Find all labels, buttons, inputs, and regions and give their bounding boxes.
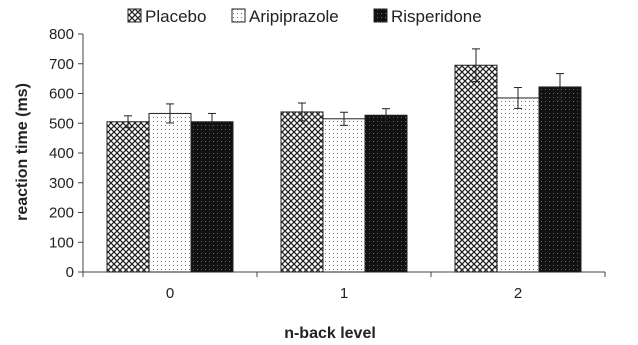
y-tick-label: 200	[49, 205, 74, 222]
y-tick-label: 100	[49, 234, 74, 251]
x-axis-title: n-back level	[284, 325, 376, 342]
x-axis: 0 1 2	[82, 271, 606, 302]
x-tick-label: 1	[340, 285, 348, 302]
bar	[280, 111, 324, 273]
y-tick-label: 700	[49, 56, 74, 73]
bar	[106, 121, 150, 273]
y-tick-label: 0	[66, 264, 74, 281]
bar	[364, 114, 408, 273]
bar	[454, 64, 498, 273]
legend-label: Placebo	[145, 7, 206, 26]
bar	[496, 97, 540, 273]
bar	[190, 121, 234, 273]
y-tick-label: 600	[49, 86, 74, 103]
legend-label: Aripiprazole	[249, 7, 339, 26]
legend: Placebo Aripiprazole Risperidone	[127, 7, 482, 26]
x-tick-label: 2	[514, 285, 522, 302]
y-axis-title: reaction time (ms)	[14, 83, 31, 221]
legend-swatch	[373, 8, 388, 23]
bar	[148, 112, 192, 273]
bars	[106, 48, 582, 273]
legend-label: Risperidone	[391, 7, 482, 26]
y-tick-label: 300	[49, 175, 74, 192]
y-tick-label: 400	[49, 145, 74, 162]
legend-swatch	[231, 8, 246, 23]
y-tick-label: 800	[49, 26, 74, 43]
bar	[538, 86, 582, 273]
y-tick-label: 500	[49, 115, 74, 132]
x-tick-label: 0	[166, 285, 174, 302]
legend-swatch	[127, 8, 142, 23]
bar	[322, 118, 366, 273]
y-axis: 0 100 200 300 400 500 600 700 800	[49, 26, 84, 281]
